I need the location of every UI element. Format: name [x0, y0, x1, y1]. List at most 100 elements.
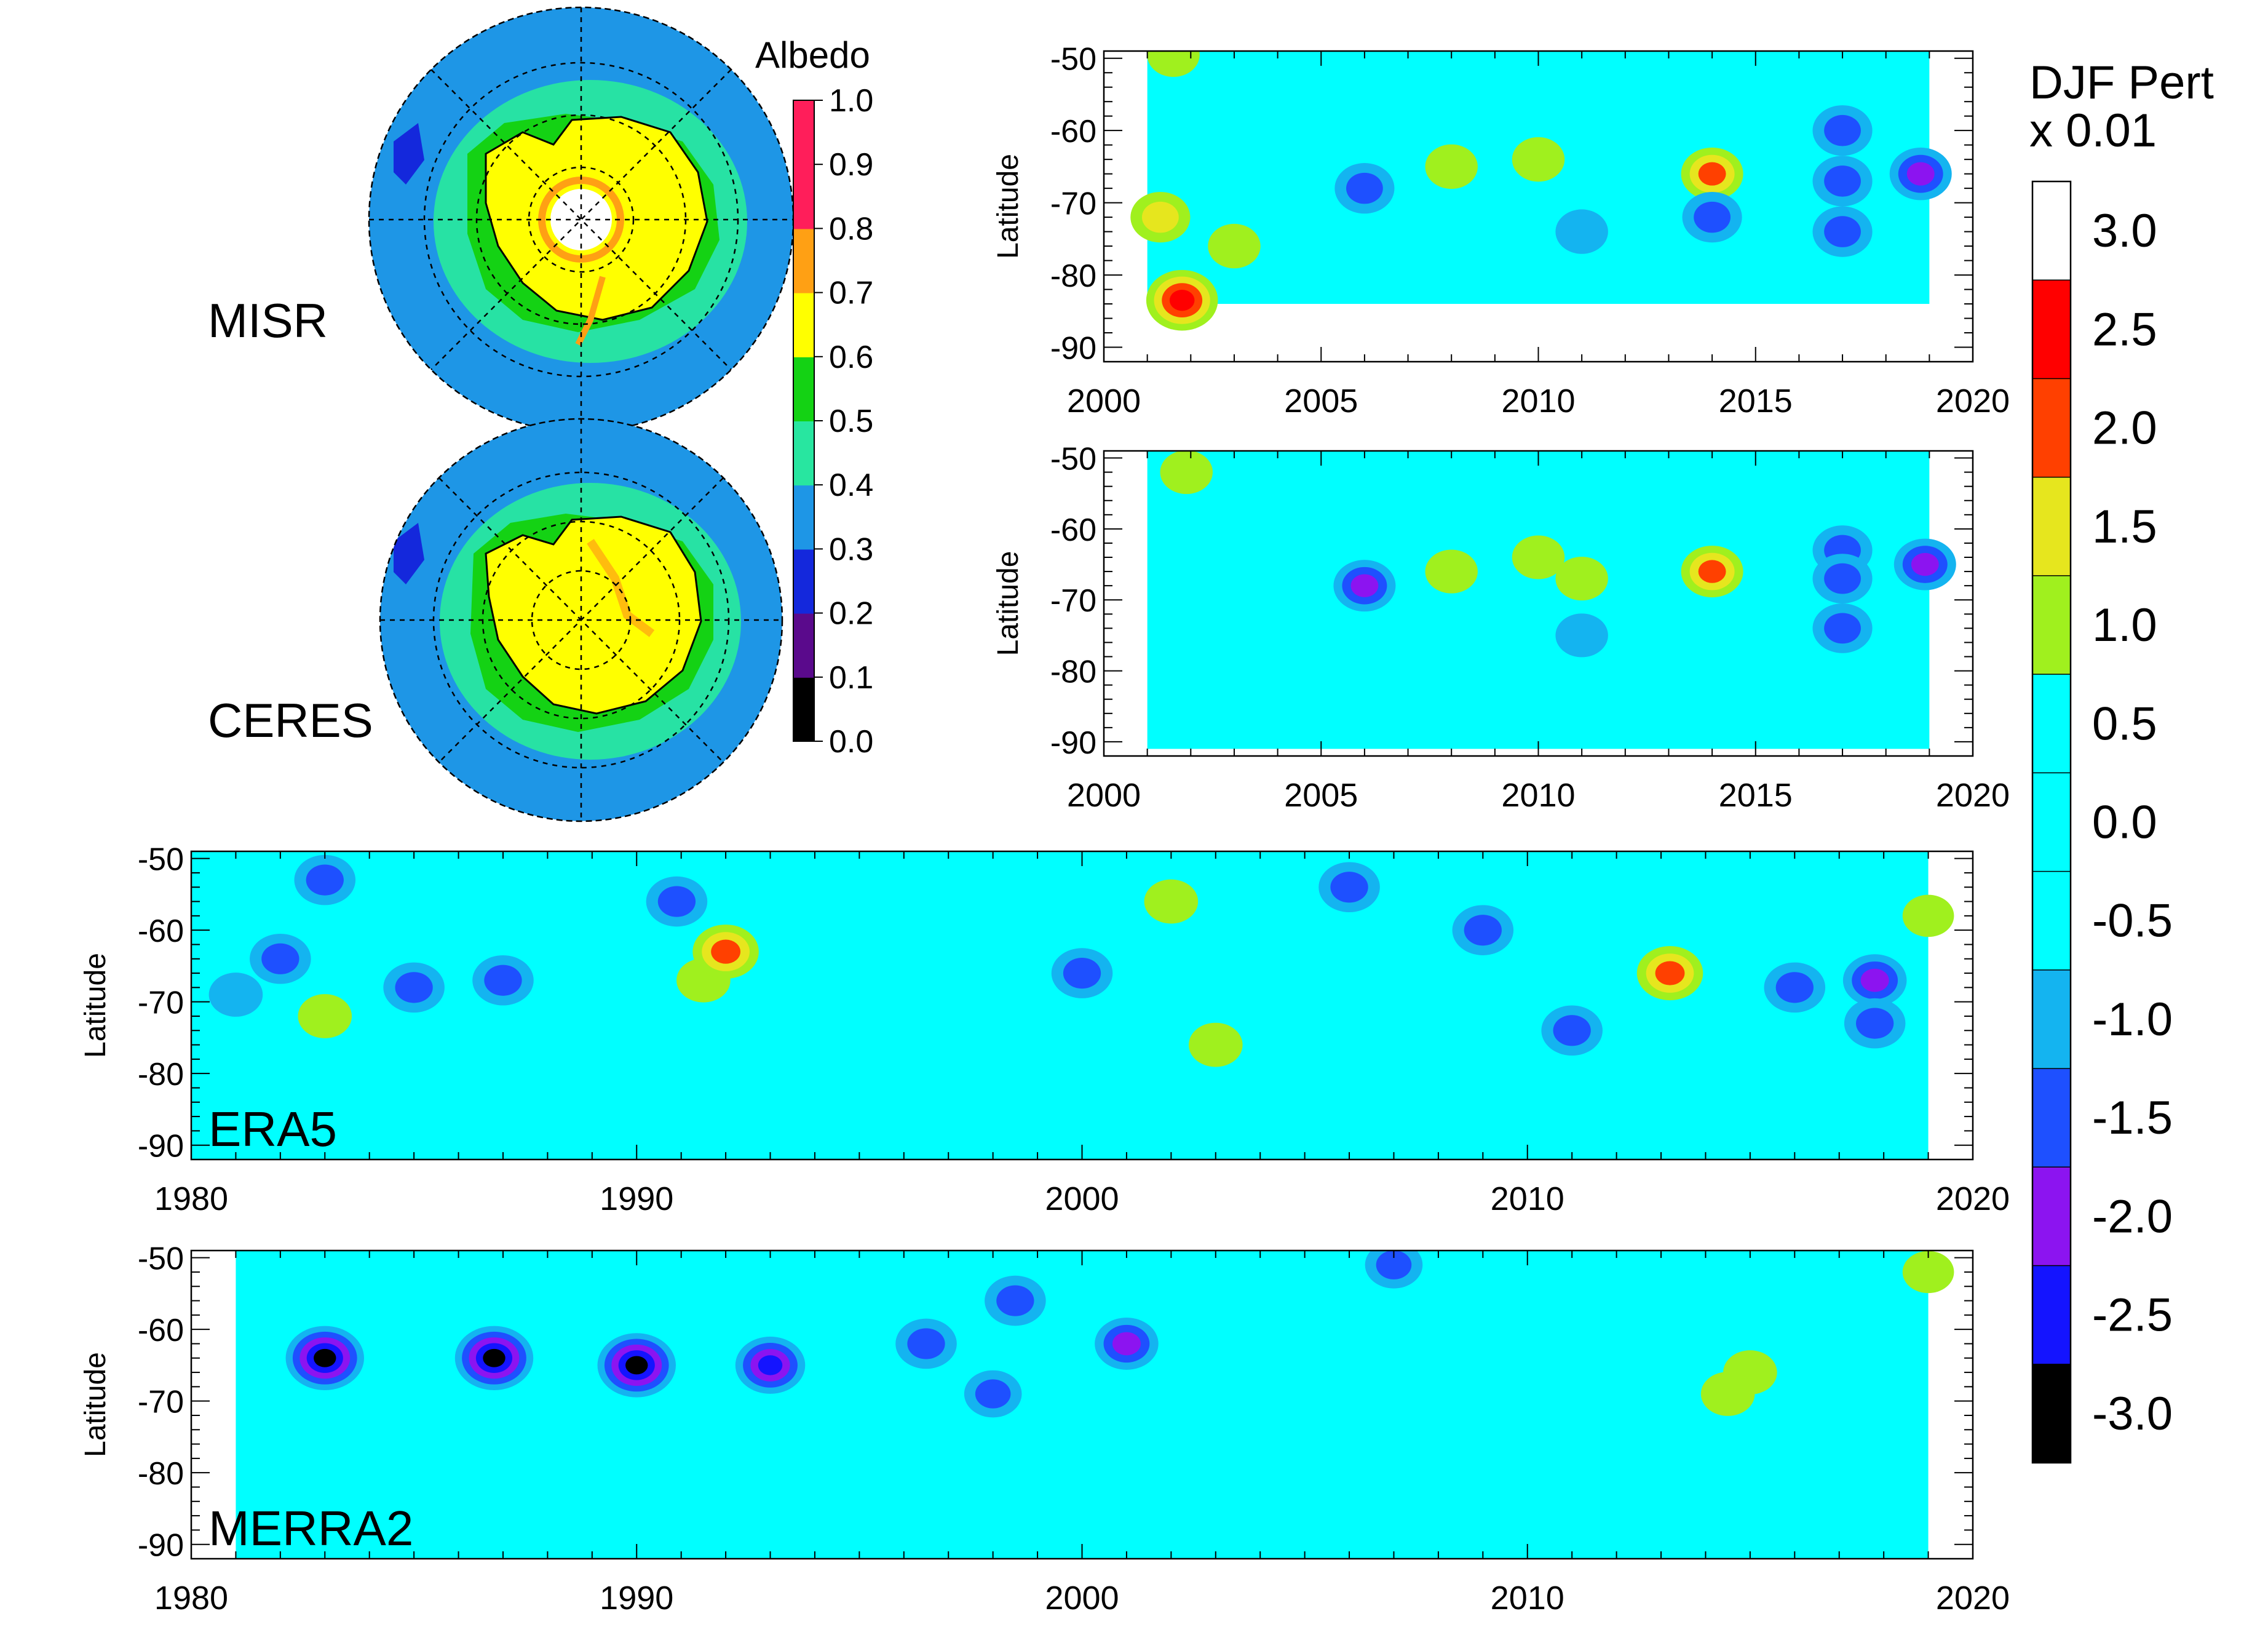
pert-colorbar-tick-label: -1.0 [2092, 993, 2173, 1046]
pert-colorbar-swatch [2032, 378, 2071, 478]
heatmap-contour [1141, 201, 1179, 233]
pert-colorbar-tick-label: 1.0 [2092, 599, 2157, 651]
panel-label: MERRA2 [208, 1501, 413, 1556]
y-tick-label: -60 [1050, 512, 1096, 548]
pert-colorbar-swatch [2032, 969, 2071, 1070]
y-tick-label: -70 [138, 985, 184, 1021]
heatmap-contour [1856, 1008, 1894, 1039]
x-tick-label: 2020 [1936, 1580, 2010, 1617]
y-tick-label: -50 [138, 1241, 184, 1277]
y-tick-label: -90 [1050, 331, 1096, 367]
heatmap-contour [1698, 560, 1726, 583]
albedo-colorbar-title: Albedo [755, 34, 870, 76]
heatmap-contour [483, 1348, 506, 1367]
y-axis-label: Latitude [79, 953, 112, 1058]
heatmap-contour [1512, 137, 1565, 182]
pert-colorbar-swatch [2032, 181, 2071, 281]
y-tick-label: -80 [1050, 654, 1096, 690]
heatmap-contour [1350, 574, 1379, 597]
merra2-pert-panel: 1980 1990 2000 2010 2020 -50 -60 -70 -80 -90 Latit… [79, 1241, 2010, 1617]
heatmap-contour [1425, 549, 1478, 594]
heatmap-contour [1911, 552, 1939, 576]
heatmap-contour [1824, 216, 1861, 247]
pert-colorbar-swatch [2032, 1265, 2071, 1365]
x-tick-label: 2015 [1719, 777, 1793, 814]
misr-label: MISR [208, 293, 328, 348]
albedo-colorbar-tick-label: 0.4 [829, 467, 873, 503]
x-tick-label: 1980 [154, 1180, 228, 1217]
albedo-colorbar-tick-label: 0.0 [829, 724, 873, 760]
panel-label: ERA5 [208, 1102, 337, 1156]
heatmap-contour [975, 1379, 1011, 1409]
albedo-colorbar-swatch [793, 292, 814, 357]
heatmap-contour [1188, 1022, 1243, 1067]
albedo-colorbar-swatch [793, 356, 814, 421]
heatmap-background [236, 1251, 1929, 1559]
x-tick-label: 2010 [1491, 1180, 1564, 1217]
y-tick-label: -50 [1050, 442, 1096, 477]
y-tick-label: -90 [1050, 725, 1096, 761]
x-tick-label: 1990 [600, 1580, 673, 1617]
heatmap-contour [298, 994, 352, 1038]
albedo-colorbar-tick-label: 0.5 [829, 404, 873, 439]
x-tick-label: 2010 [1501, 777, 1575, 814]
x-tick-label: 2005 [1284, 383, 1358, 420]
pert-colorbar-tick-label: -2.0 [2092, 1190, 2173, 1243]
pert-colorbar-tick-label: 0.5 [2092, 698, 2157, 750]
heatmap-contour [1824, 114, 1861, 146]
heatmap-contour [1902, 1251, 1954, 1294]
y-tick-label: -60 [138, 913, 184, 949]
heatmap-contour [625, 1356, 648, 1375]
heatmap-contour [1147, 51, 1200, 78]
x-tick-label: 2015 [1719, 383, 1793, 420]
y-axis-label: Latitude [992, 154, 1025, 259]
heatmap-contour [1555, 613, 1608, 658]
pert-colorbar-tick-label: -0.5 [2092, 895, 2173, 947]
heatmap-contour [208, 973, 263, 1017]
heatmap-contour [1655, 961, 1685, 985]
x-tick-label: 2000 [1045, 1580, 1119, 1617]
misr-pert-panel: 2000 2005 2010 2015 2020 -50 -60 -70 -80 -90 Latit… [992, 42, 2010, 420]
heatmap-contour [1464, 915, 1502, 946]
heatmap-contour [484, 965, 522, 996]
heatmap-contour [1555, 209, 1608, 254]
heatmap-contour [1906, 162, 1935, 186]
pert-colorbar-swatch [2032, 1364, 2071, 1463]
pert-colorbar-frame [2031, 180, 2072, 1464]
heatmap-contour [306, 864, 344, 896]
heatmap-contour [1824, 613, 1861, 644]
heatmap-contour [1553, 1015, 1591, 1046]
pert-colorbar-tick-label: 0.0 [2092, 797, 2157, 849]
x-tick-label: 1980 [154, 1580, 228, 1617]
pert-colorbar-title-1: DJF Pert [2029, 57, 2214, 109]
pert-colorbar-tick-label: -1.5 [2092, 1092, 2173, 1144]
heatmap-field [1130, 51, 1952, 331]
albedo-colorbar-swatch [793, 485, 814, 550]
albedo-colorbar-tick-label: 0.3 [829, 531, 873, 567]
albedo-colorbar-tick-label: 0.7 [829, 276, 873, 311]
albedo-colorbar-swatch [793, 421, 814, 486]
heatmap-contour [1112, 1332, 1141, 1356]
heatmap-contour [1376, 1251, 1412, 1279]
y-tick-label: -70 [138, 1385, 184, 1420]
x-tick-label: 2020 [1936, 1180, 2010, 1217]
pert-colorbar-swatch [2032, 674, 2071, 774]
y-tick-label: -90 [138, 1528, 184, 1564]
heatmap-contour [907, 1328, 945, 1359]
albedo-colorbar-tick-label: 0.2 [829, 596, 873, 632]
x-tick-label: 2000 [1067, 777, 1141, 814]
albedo-colorbar-tick-label: 0.9 [829, 147, 873, 183]
heatmap-contour [657, 886, 696, 917]
pert-colorbar-title-2: x 0.01 [2029, 105, 2157, 157]
pert-colorbar-swatch [2032, 575, 2071, 675]
heatmap-contour [996, 1285, 1034, 1316]
pert-colorbar-swatch [2032, 871, 2071, 971]
y-tick-label: -80 [138, 1456, 184, 1492]
era5-pert-panel: 1980 1990 2000 2010 2020 -50 -60 -70 -80 -90 Latit… [79, 842, 2010, 1217]
pert-colorbar: 3.0 2.5 2.0 1.5 1.0 0.5 0.0 -0.5 -1.0 -1.5 -2.0 -2.… [2031, 180, 2173, 1464]
y-tick-label: -50 [138, 842, 184, 878]
heatmap-contour [1330, 872, 1368, 903]
albedo-colorbar-swatch [793, 164, 814, 229]
heatmap-contour [1425, 144, 1478, 189]
